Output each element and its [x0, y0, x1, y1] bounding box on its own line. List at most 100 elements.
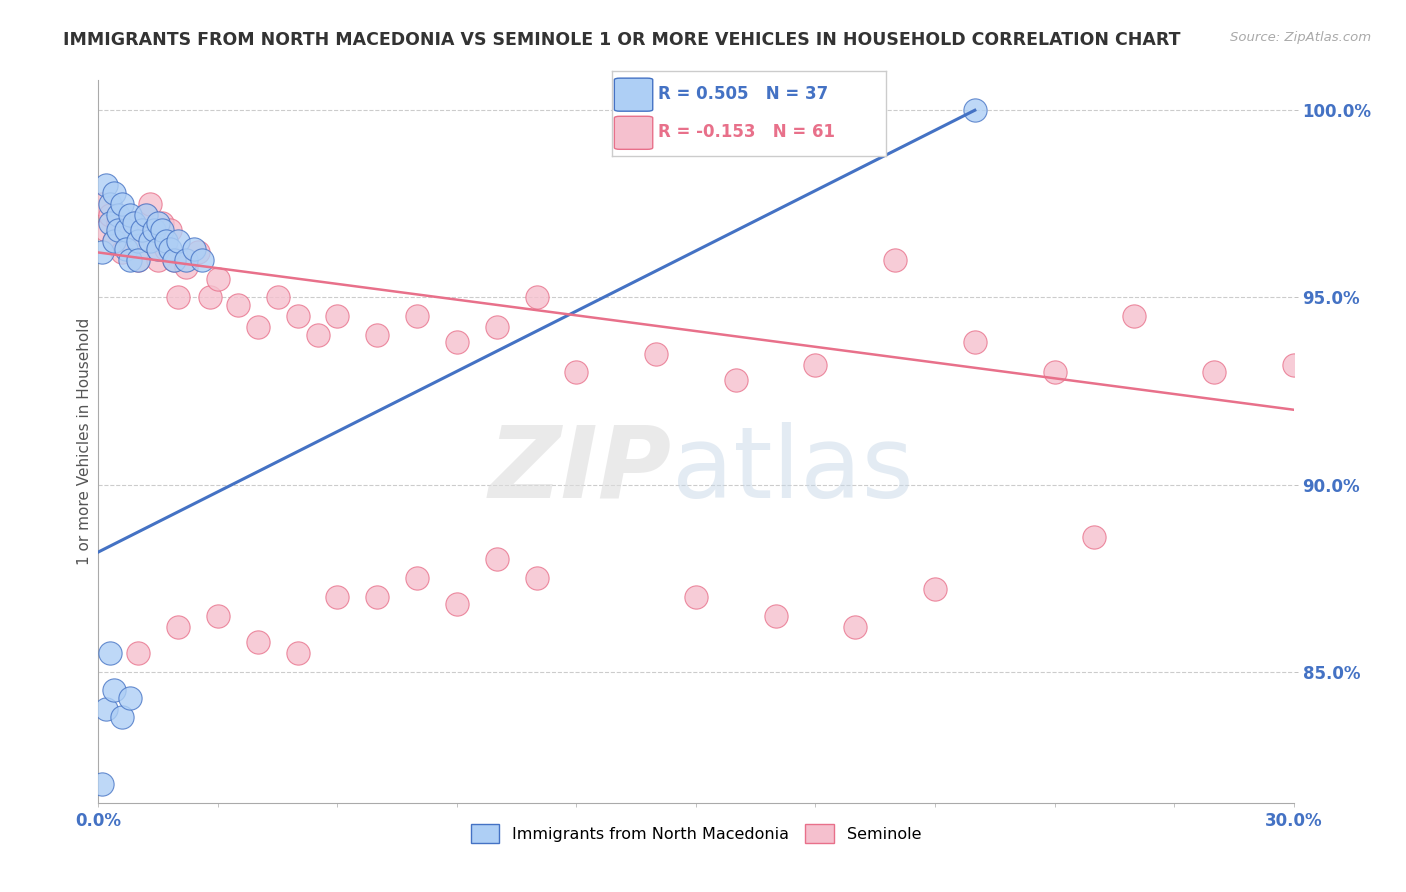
- Point: [446, 335, 468, 350]
- Point: [884, 252, 907, 267]
- Point: [91, 777, 114, 791]
- Point: [155, 242, 177, 256]
- Point: [155, 234, 177, 248]
- Point: [1202, 365, 1225, 379]
- Point: [159, 242, 181, 256]
- Point: [107, 223, 129, 237]
- FancyBboxPatch shape: [614, 116, 652, 149]
- Point: [127, 252, 149, 267]
- Point: [963, 103, 986, 118]
- Point: [103, 683, 125, 698]
- Point: [91, 196, 114, 211]
- Text: atlas: atlas: [672, 422, 914, 519]
- Point: [765, 608, 787, 623]
- Point: [143, 223, 166, 237]
- Text: Source: ZipAtlas.com: Source: ZipAtlas.com: [1230, 31, 1371, 45]
- Point: [207, 608, 229, 623]
- Point: [307, 327, 329, 342]
- Point: [406, 571, 429, 585]
- Point: [120, 690, 142, 705]
- Point: [98, 196, 122, 211]
- Point: [198, 290, 221, 304]
- Point: [1123, 309, 1146, 323]
- Text: IMMIGRANTS FROM NORTH MACEDONIA VS SEMINOLE 1 OR MORE VEHICLES IN HOUSEHOLD CORR: IMMIGRANTS FROM NORTH MACEDONIA VS SEMIN…: [63, 31, 1181, 49]
- Point: [139, 196, 162, 211]
- Point: [167, 290, 190, 304]
- Point: [131, 223, 153, 237]
- Point: [565, 365, 588, 379]
- Point: [111, 709, 134, 723]
- Point: [131, 223, 153, 237]
- Legend: Immigrants from North Macedonia, Seminole: Immigrants from North Macedonia, Seminol…: [464, 818, 928, 849]
- Point: [103, 234, 125, 248]
- Point: [287, 309, 309, 323]
- Point: [135, 208, 157, 222]
- Point: [844, 620, 866, 634]
- Point: [167, 234, 190, 248]
- Point: [127, 646, 149, 660]
- Point: [159, 223, 181, 237]
- Point: [98, 208, 122, 222]
- Point: [267, 290, 290, 304]
- Point: [107, 215, 129, 229]
- Point: [406, 309, 429, 323]
- Point: [163, 252, 186, 267]
- FancyBboxPatch shape: [614, 78, 652, 112]
- Point: [139, 234, 162, 248]
- Point: [485, 320, 508, 334]
- Point: [163, 252, 186, 267]
- Point: [115, 223, 138, 237]
- Point: [96, 178, 118, 193]
- Point: [91, 245, 114, 260]
- Point: [115, 242, 138, 256]
- Point: [1282, 358, 1305, 372]
- Text: R = 0.505   N = 37: R = 0.505 N = 37: [658, 86, 828, 103]
- Point: [150, 215, 173, 229]
- Point: [148, 252, 170, 267]
- Point: [963, 335, 986, 350]
- Point: [187, 245, 209, 260]
- Point: [366, 590, 388, 604]
- Point: [124, 215, 146, 229]
- Point: [724, 373, 747, 387]
- Point: [111, 245, 134, 260]
- Point: [226, 298, 249, 312]
- Point: [207, 271, 229, 285]
- Point: [98, 215, 122, 229]
- Point: [135, 208, 157, 222]
- Point: [804, 358, 827, 372]
- Point: [98, 646, 122, 660]
- Point: [167, 620, 190, 634]
- Point: [143, 234, 166, 248]
- Y-axis label: 1 or more Vehicles in Household: 1 or more Vehicles in Household: [77, 318, 91, 566]
- Point: [326, 590, 349, 604]
- Point: [124, 215, 146, 229]
- Point: [191, 252, 214, 267]
- Point: [526, 290, 548, 304]
- Point: [107, 208, 129, 222]
- Point: [246, 635, 269, 649]
- Point: [685, 590, 707, 604]
- Point: [111, 196, 134, 211]
- Point: [96, 223, 118, 237]
- Point: [174, 260, 197, 275]
- Text: R = -0.153   N = 61: R = -0.153 N = 61: [658, 123, 835, 141]
- Point: [326, 309, 349, 323]
- Point: [150, 223, 173, 237]
- Point: [366, 327, 388, 342]
- Point: [174, 252, 197, 267]
- Point: [645, 346, 668, 360]
- Text: ZIP: ZIP: [489, 422, 672, 519]
- Point: [127, 252, 149, 267]
- Point: [924, 582, 946, 597]
- Point: [1083, 530, 1105, 544]
- Point: [103, 234, 125, 248]
- Point: [1043, 365, 1066, 379]
- Point: [96, 702, 118, 716]
- Point: [103, 186, 125, 200]
- Point: [127, 234, 149, 248]
- Point: [120, 208, 142, 222]
- Point: [148, 242, 170, 256]
- Point: [485, 552, 508, 566]
- Point: [120, 234, 142, 248]
